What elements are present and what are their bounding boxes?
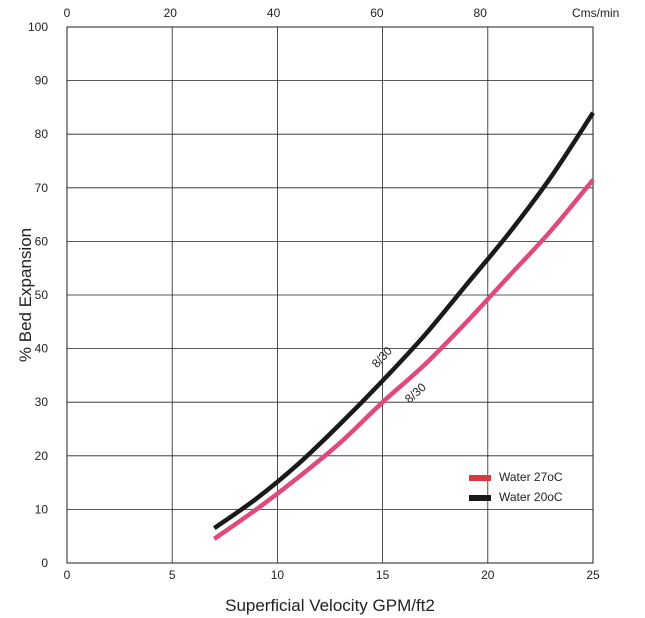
legend-swatch bbox=[469, 475, 491, 481]
legend-entry: Water 27oC bbox=[499, 470, 563, 484]
x-tick-label: 5 bbox=[169, 568, 176, 582]
y-tick-label: 20 bbox=[35, 449, 49, 463]
top-tick-labels: 0 20 40 60 80 bbox=[64, 6, 488, 20]
top-tick-label: 20 bbox=[164, 6, 178, 20]
legend-swatch bbox=[469, 495, 491, 501]
legend: Water 27oC Water 20oC bbox=[469, 470, 563, 504]
curve-label: 8/30 bbox=[369, 344, 395, 371]
y-tick-label: 10 bbox=[35, 502, 49, 516]
y-tick-label: 100 bbox=[28, 20, 48, 34]
top-tick-label: 80 bbox=[474, 6, 488, 20]
top-tick-label: 60 bbox=[370, 6, 384, 20]
y-tick-label: 0 bbox=[41, 556, 48, 570]
legend-entry: Water 20oC bbox=[499, 490, 563, 504]
x-tick-label: 25 bbox=[586, 568, 600, 582]
x-tick-label: 20 bbox=[481, 568, 495, 582]
x-axis-title: Superficial Velocity GPM/ft2 bbox=[225, 596, 435, 615]
y-tick-label: 30 bbox=[35, 395, 49, 409]
top-tick-label: 40 bbox=[267, 6, 281, 20]
x-tick-label: 15 bbox=[376, 568, 390, 582]
y-axis-title: % Bed Expansion bbox=[16, 228, 35, 362]
y-tick-label: 60 bbox=[35, 234, 49, 248]
top-axis-unit-label: Cms/min bbox=[572, 6, 619, 20]
series-line bbox=[212, 111, 595, 531]
y-tick-labels: 0 10 20 30 40 50 60 70 80 90 100 bbox=[28, 20, 48, 570]
x-tick-label: 10 bbox=[271, 568, 285, 582]
y-tick-label: 70 bbox=[35, 181, 49, 195]
x-tick-labels: 0 5 10 15 20 25 bbox=[64, 568, 600, 582]
y-tick-label: 40 bbox=[35, 342, 49, 356]
series-line bbox=[212, 178, 595, 541]
x-tick-label: 0 bbox=[64, 568, 71, 582]
top-tick-label: 0 bbox=[64, 6, 71, 20]
y-tick-label: 90 bbox=[35, 74, 49, 88]
plot-frame bbox=[66, 26, 594, 564]
y-tick-label: 50 bbox=[35, 288, 49, 302]
y-tick-label: 80 bbox=[35, 127, 49, 141]
